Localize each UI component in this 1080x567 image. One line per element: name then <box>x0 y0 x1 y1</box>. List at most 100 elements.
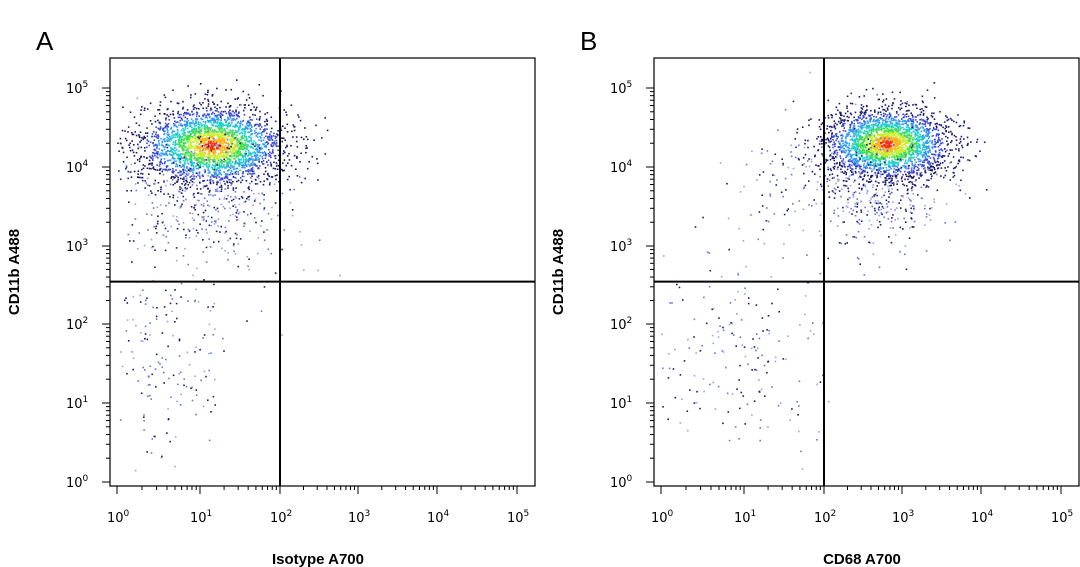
cell-event-point <box>225 137 228 139</box>
cell-event-point <box>865 136 867 139</box>
cell-event-point <box>214 150 216 152</box>
cell-event-point <box>174 143 177 146</box>
cell-event-point <box>213 122 215 125</box>
cell-event-point <box>262 139 265 142</box>
cell-event-point <box>223 128 225 131</box>
cell-event-point <box>183 378 185 380</box>
cell-event-point <box>222 122 224 125</box>
cell-event-point <box>266 141 268 143</box>
cell-event-point <box>250 129 252 131</box>
cell-event-point <box>235 237 238 240</box>
cell-event-point <box>922 127 924 129</box>
cell-event-point <box>138 146 140 149</box>
cell-event-point <box>174 142 177 145</box>
cell-event-point <box>192 164 195 167</box>
cell-event-point <box>177 153 179 155</box>
cell-event-point <box>236 130 239 133</box>
cell-event-point <box>842 129 845 132</box>
cell-event-point <box>160 154 163 157</box>
cell-event-point <box>233 167 235 170</box>
cell-event-point <box>228 162 230 165</box>
cell-event-point <box>197 157 200 159</box>
cell-event-point <box>134 218 137 220</box>
cell-event-point <box>877 111 880 114</box>
cell-event-point <box>200 157 202 160</box>
cell-event-point <box>154 120 157 123</box>
cell-event-point <box>184 111 186 114</box>
cell-event-point <box>199 129 201 132</box>
cell-event-point <box>218 123 220 126</box>
cell-event-point <box>199 164 202 167</box>
cell-event-point <box>186 117 189 120</box>
cell-event-point <box>192 177 195 179</box>
cell-event-point <box>228 146 231 149</box>
cell-event-point <box>219 172 222 175</box>
cell-event-point <box>141 106 143 108</box>
cell-event-point <box>875 122 877 125</box>
cell-event-point <box>214 139 217 141</box>
cell-event-point <box>213 172 216 175</box>
cell-event-point <box>236 106 238 109</box>
cell-event-point <box>237 143 240 146</box>
cell-event-point <box>172 215 175 217</box>
cell-event-point <box>239 148 241 150</box>
cell-event-point <box>248 131 250 133</box>
cell-event-point <box>209 109 212 111</box>
cell-event-point <box>196 142 198 144</box>
cell-event-point <box>236 167 239 170</box>
cell-event-point <box>247 93 250 96</box>
cell-event-point <box>194 204 196 207</box>
cell-event-point <box>151 133 154 135</box>
cell-event-point <box>233 137 235 140</box>
cell-event-point <box>260 161 263 163</box>
cell-event-point <box>234 215 237 217</box>
cell-event-point <box>196 113 198 116</box>
cell-event-point <box>240 158 242 161</box>
cell-event-point <box>886 174 888 176</box>
cell-event-point <box>158 153 161 156</box>
cell-event-point <box>238 161 241 164</box>
cell-event-point <box>907 178 909 181</box>
cell-event-point <box>165 204 167 207</box>
cell-event-point <box>253 140 255 142</box>
cell-event-point <box>920 151 923 154</box>
cell-event-point <box>185 188 188 190</box>
cell-event-point <box>264 120 266 123</box>
cell-event-point <box>166 114 168 116</box>
cell-event-point <box>214 156 217 159</box>
cell-event-point <box>959 124 962 127</box>
cell-event-point <box>814 173 816 175</box>
cell-event-point <box>207 399 209 401</box>
cell-event-point <box>151 158 154 160</box>
cell-event-point <box>184 159 187 162</box>
cell-event-point <box>880 173 882 176</box>
cell-event-point <box>882 100 884 103</box>
cell-event-point <box>884 154 887 157</box>
cell-event-point <box>862 184 865 187</box>
cell-event-point <box>264 128 266 130</box>
cell-event-point <box>176 133 178 135</box>
cell-event-point <box>237 173 240 175</box>
cell-event-point <box>223 177 226 179</box>
cell-event-point <box>206 134 209 136</box>
cell-event-point <box>247 173 249 175</box>
cell-event-point <box>168 168 170 171</box>
cell-event-point <box>209 146 212 148</box>
cell-event-point <box>884 119 887 122</box>
cell-event-point <box>253 125 256 127</box>
cell-event-point <box>168 377 170 380</box>
cell-event-point <box>268 175 270 178</box>
cell-event-point <box>244 144 247 146</box>
cell-event-point <box>236 210 239 212</box>
cell-event-point <box>160 158 163 160</box>
cell-event-point <box>244 200 247 203</box>
cell-event-point <box>918 139 921 141</box>
cell-event-point <box>176 131 179 134</box>
cell-event-point <box>181 203 183 206</box>
cell-event-point <box>194 118 197 120</box>
cell-event-point <box>861 145 864 147</box>
cell-event-point <box>166 124 168 126</box>
cell-event-point <box>209 154 211 156</box>
cell-event-point <box>219 153 221 155</box>
cell-event-point <box>919 133 921 136</box>
